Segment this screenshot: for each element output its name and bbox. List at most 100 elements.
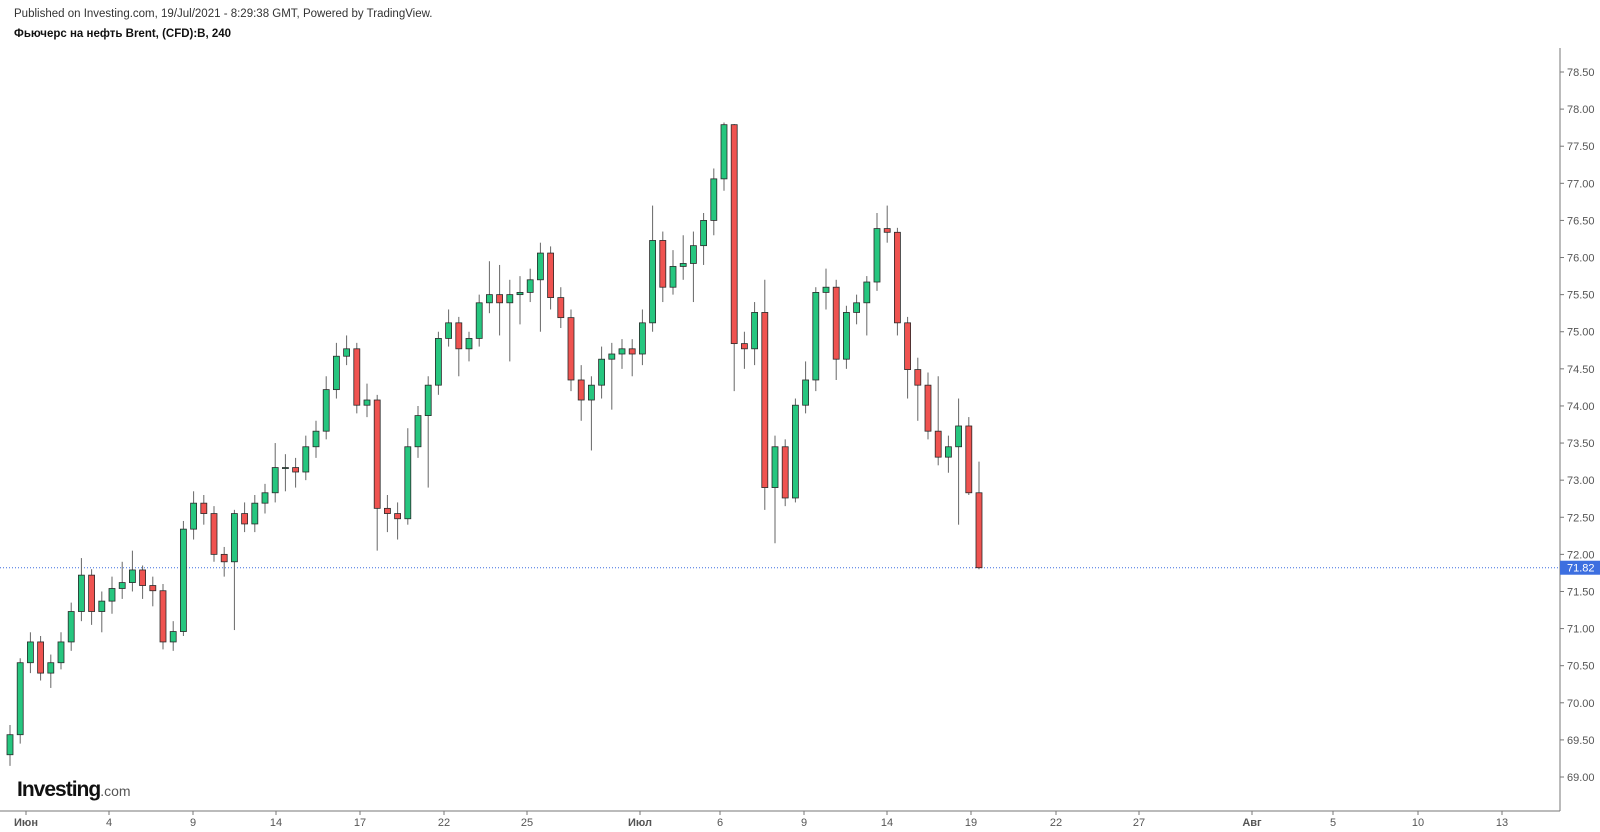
candle-body	[363, 399, 371, 406]
candle	[822, 268, 830, 310]
candle	[832, 279, 840, 380]
y-tick-label: 76.00	[1567, 253, 1595, 265]
candle	[475, 294, 483, 347]
candle	[853, 294, 860, 325]
candle	[496, 264, 504, 336]
candle-body	[802, 379, 809, 406]
candle	[251, 495, 259, 533]
candle-body	[792, 404, 799, 499]
candle	[659, 231, 667, 303]
candle	[394, 502, 402, 540]
candle-body	[751, 312, 758, 350]
candle-body	[975, 492, 983, 569]
last-price-badge	[1560, 560, 1600, 575]
candle	[812, 287, 820, 392]
candle-body	[710, 178, 718, 221]
y-tick-label: 70.50	[1567, 661, 1595, 673]
candle	[955, 398, 962, 525]
candle-body	[98, 600, 106, 612]
y-tick-label: 75.00	[1567, 327, 1595, 339]
candle	[67, 602, 75, 651]
candle-body	[761, 312, 769, 488]
candle	[965, 417, 973, 495]
candle	[639, 309, 646, 366]
candle-body	[47, 662, 55, 674]
candle-body	[169, 631, 177, 643]
candle-body	[853, 302, 860, 313]
candle	[669, 250, 677, 295]
y-tick-label: 72.00	[1567, 549, 1595, 561]
candle	[139, 565, 147, 599]
candle-body	[414, 415, 422, 448]
candle	[924, 372, 932, 440]
candle	[98, 591, 106, 633]
candle-body	[200, 502, 208, 514]
candle-body	[537, 252, 544, 281]
candle-body	[485, 294, 493, 304]
candle	[894, 227, 901, 336]
candle-body	[965, 425, 973, 494]
candle	[404, 428, 412, 525]
candle	[628, 339, 636, 377]
y-tick-label: 78.00	[1567, 104, 1595, 116]
candle	[210, 506, 218, 562]
candle	[241, 502, 249, 533]
x-tick-label: 22	[1050, 817, 1062, 829]
candle	[424, 376, 432, 488]
candle-body	[6, 734, 14, 756]
x-tick-label: Авг	[1242, 817, 1262, 829]
candle-body	[873, 228, 881, 283]
candle	[159, 584, 167, 650]
candle	[690, 231, 697, 303]
candle-body	[843, 312, 850, 360]
candle	[577, 365, 585, 421]
y-tick-label: 71.50	[1567, 586, 1595, 598]
chart-title: Фьючерс на нефть Brent, (CFD):B, 240	[14, 28, 232, 40]
candle-body	[149, 585, 157, 592]
x-tick-label: 9	[801, 817, 807, 829]
candle	[26, 632, 34, 674]
y-tick-label: 71.00	[1567, 624, 1595, 636]
candle-body	[128, 569, 136, 583]
candle	[118, 561, 126, 599]
x-tick-label: 25	[521, 817, 533, 829]
candle-body	[894, 231, 901, 324]
candle	[934, 376, 942, 466]
candle-body	[190, 502, 198, 530]
candle-body	[730, 124, 738, 345]
candle-body	[924, 384, 932, 432]
candle	[485, 261, 493, 314]
candle	[843, 305, 850, 369]
y-tick-label: 73.00	[1567, 475, 1595, 487]
candle-body	[271, 467, 279, 494]
candle-body	[343, 348, 351, 357]
candle	[781, 439, 789, 507]
candle	[6, 725, 14, 766]
candle	[281, 454, 289, 492]
candle-body	[118, 582, 126, 589]
candle-body	[404, 446, 412, 520]
candle-body	[883, 228, 891, 233]
candle	[47, 654, 55, 688]
candle-body	[241, 513, 249, 525]
candle-body	[832, 286, 840, 360]
candle-body	[373, 399, 381, 509]
y-tick-label: 73.50	[1567, 438, 1595, 450]
candle	[434, 331, 442, 395]
x-tick-label: 6	[717, 817, 723, 829]
candle-body	[741, 343, 748, 350]
candle	[190, 491, 198, 540]
candle	[618, 339, 626, 369]
candle	[506, 279, 514, 362]
candle-body	[690, 245, 697, 264]
candle-body	[567, 317, 575, 381]
candle-body	[904, 322, 911, 370]
y-tick-label: 74.00	[1567, 401, 1595, 413]
candle	[792, 398, 799, 503]
candle-body	[659, 240, 667, 288]
y-tick-label: 74.50	[1567, 364, 1595, 376]
logo-suffix: .com	[100, 783, 131, 799]
candle	[975, 461, 983, 570]
candle-body	[649, 240, 656, 324]
